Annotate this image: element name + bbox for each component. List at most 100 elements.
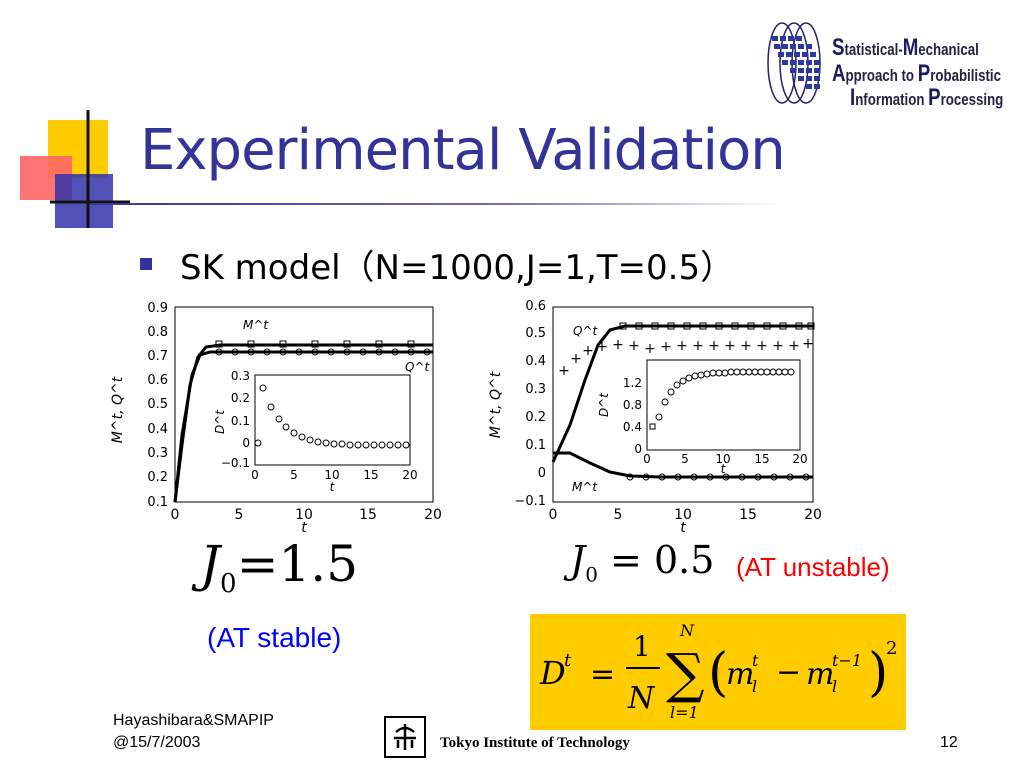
right-xtick: 10 bbox=[674, 507, 692, 523]
left-ytick: 0.2 bbox=[147, 470, 168, 485]
left-xtick: 15 bbox=[359, 507, 377, 523]
bullet-icon bbox=[140, 258, 152, 270]
svg-text:+: + bbox=[628, 338, 640, 354]
svg-text:+: + bbox=[644, 341, 656, 357]
svg-text:N: N bbox=[679, 621, 695, 640]
smapip-logo: Statistical-Mechanical Approach to Proba… bbox=[760, 18, 1010, 111]
svg-text:+: + bbox=[802, 336, 814, 352]
left-xtick: 0 bbox=[171, 507, 180, 523]
left-series-Q-label: Q^t bbox=[405, 360, 431, 374]
right-ytick: 0 bbox=[538, 466, 546, 481]
svg-text:): ) bbox=[868, 643, 888, 703]
right-equation: J0 = 0.5 bbox=[570, 538, 715, 587]
svg-text:m: m bbox=[726, 657, 754, 692]
right-ytick: 0.2 bbox=[525, 410, 546, 425]
right-inset-xlabel: t bbox=[721, 462, 727, 476]
left-inset-xtick: 15 bbox=[363, 468, 378, 482]
logo-line-2: Approach to Probabilistic bbox=[832, 60, 1001, 87]
svg-text:t−1: t−1 bbox=[832, 651, 862, 670]
right-inset-xtick: 0 bbox=[643, 452, 651, 466]
left-inset-ylabel: D^t bbox=[213, 409, 227, 434]
tokyo-tech-logo-icon bbox=[384, 716, 426, 758]
footer-date: @15/7/2003 bbox=[113, 734, 201, 751]
left-ytick: 0.5 bbox=[147, 397, 168, 412]
right-plot: −0.1 0 0.1 0.2 0.3 0.4 0.5 0.6 0 5 10 15… bbox=[488, 299, 822, 535]
right-xtick: 20 bbox=[804, 507, 822, 523]
svg-text:N: N bbox=[627, 681, 656, 716]
right-ylabel: M^t, Q^t bbox=[488, 371, 504, 438]
corner-decoration bbox=[20, 110, 130, 228]
svg-text:+: + bbox=[596, 339, 608, 355]
svg-text:(: ( bbox=[708, 643, 728, 703]
left-x-ticks: 0 5 10 15 20 bbox=[171, 507, 442, 523]
bullet-text: SK model（N=1000,J=1,T=0.5） bbox=[180, 248, 735, 288]
right-inset-ytick: 1.2 bbox=[623, 376, 642, 390]
left-ytick: 0.3 bbox=[147, 446, 168, 461]
right-xtick: 0 bbox=[549, 507, 558, 523]
footer-institution: Tokyo Institute of Technology bbox=[440, 735, 630, 751]
svg-text:=: = bbox=[590, 657, 615, 692]
svg-text:+: + bbox=[660, 339, 672, 355]
left-plot: 0.1 0.2 0.3 0.4 0.5 0.6 0.7 0.8 0.9 0 5 … bbox=[110, 301, 442, 535]
left-ytick: 0.8 bbox=[147, 325, 168, 340]
right-ytick: 0.6 bbox=[525, 299, 546, 314]
svg-text:t: t bbox=[752, 651, 759, 670]
svg-text:+: + bbox=[724, 338, 736, 354]
right-inset-ytick: 0.4 bbox=[623, 420, 642, 434]
left-inset-xtick: 20 bbox=[402, 468, 417, 482]
right-ytick: 0.1 bbox=[525, 438, 546, 453]
left-xtick: 20 bbox=[424, 507, 442, 523]
svg-text:m: m bbox=[806, 657, 834, 692]
right-ytick: 0.3 bbox=[525, 382, 546, 397]
svg-text:t: t bbox=[564, 650, 572, 671]
left-equation: J0=1.5 bbox=[200, 535, 359, 599]
svg-text:+: + bbox=[582, 343, 594, 359]
svg-text:+: + bbox=[772, 338, 784, 354]
left-inset-xtick: 0 bbox=[251, 468, 259, 482]
left-xtick: 5 bbox=[235, 507, 244, 523]
right-xlabel: t bbox=[680, 520, 686, 535]
right-inset-xtick: 5 bbox=[681, 452, 689, 466]
left-inset-ytick: 0.3 bbox=[231, 369, 250, 383]
svg-text:2: 2 bbox=[886, 638, 897, 659]
left-inset-ytick: 0 bbox=[242, 436, 250, 450]
title-divider bbox=[90, 203, 780, 205]
svg-text:∑: ∑ bbox=[666, 642, 705, 705]
svg-text:−: − bbox=[776, 655, 801, 690]
svg-text:l: l bbox=[752, 677, 757, 696]
left-caption-stable: (AT stable) bbox=[207, 622, 342, 653]
left-ytick: 0.7 bbox=[147, 349, 168, 364]
logo-line-1: Statistical-Mechanical bbox=[832, 34, 979, 61]
svg-text:+: + bbox=[558, 363, 570, 379]
left-inset-xlabel: t bbox=[330, 480, 336, 494]
right-inset-ylabel: D^t bbox=[597, 392, 611, 417]
left-inset-ytick: 0.1 bbox=[231, 414, 250, 428]
svg-text:+: + bbox=[756, 338, 768, 354]
svg-text:+: + bbox=[788, 338, 800, 354]
svg-text:+: + bbox=[612, 337, 624, 353]
left-xlabel: t bbox=[301, 520, 307, 535]
left-inset-ytick: 0.2 bbox=[231, 391, 250, 405]
right-inset-xtick: 10 bbox=[715, 452, 730, 466]
svg-text:+: + bbox=[570, 351, 582, 367]
footer-author: Hayashibara&SMAPIP @15/7/2003 bbox=[113, 710, 274, 754]
right-ytick: −0.1 bbox=[514, 494, 546, 509]
svg-text:+: + bbox=[708, 338, 720, 354]
svg-text:l=1: l=1 bbox=[670, 703, 699, 722]
left-inset-xtick: 5 bbox=[290, 468, 298, 482]
left-ytick: 0.4 bbox=[147, 422, 168, 437]
svg-text:D: D bbox=[539, 654, 566, 692]
svg-text:l: l bbox=[832, 677, 837, 696]
svg-text:+: + bbox=[692, 338, 704, 354]
left-ytick: 0.6 bbox=[147, 373, 168, 388]
right-inset-ytick: 0.8 bbox=[623, 398, 642, 412]
logo-line-3: Information Processing bbox=[850, 84, 1004, 111]
svg-text:+: + bbox=[740, 338, 752, 354]
left-series-M-label: M^t bbox=[243, 318, 269, 332]
right-inset-ytick: 0 bbox=[634, 442, 642, 456]
page-number: 12 bbox=[940, 734, 958, 751]
right-ytick: 0.5 bbox=[525, 326, 546, 341]
slide-title: Experimental Validation bbox=[140, 118, 786, 183]
right-xtick: 15 bbox=[739, 507, 757, 523]
left-y-ticks: 0.1 0.2 0.3 0.4 0.5 0.6 0.7 0.8 0.9 bbox=[147, 301, 168, 510]
